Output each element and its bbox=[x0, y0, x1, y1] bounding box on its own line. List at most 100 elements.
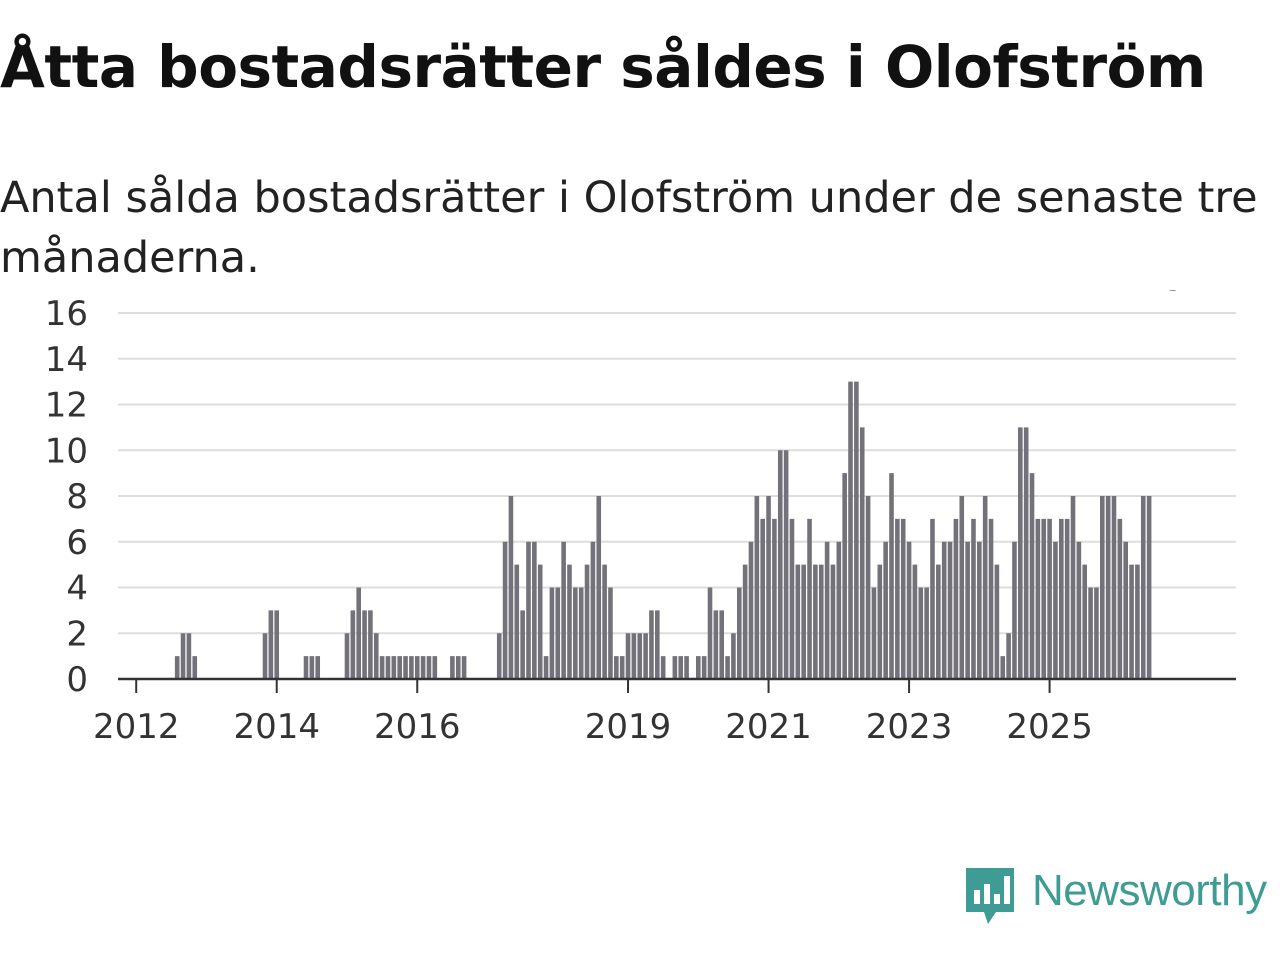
bar bbox=[1059, 518, 1064, 679]
bar bbox=[432, 656, 438, 679]
bar bbox=[344, 633, 350, 679]
bar bbox=[602, 564, 607, 679]
bar bbox=[1099, 496, 1105, 679]
y-tick-label: 8 bbox=[66, 477, 88, 517]
bar bbox=[830, 564, 836, 679]
bar bbox=[777, 450, 783, 679]
bar bbox=[859, 427, 865, 679]
newsworthy-logo-icon bbox=[966, 868, 1014, 924]
bar bbox=[818, 564, 824, 679]
y-tick-label: 16 bbox=[45, 294, 88, 334]
x-tick-label: 2014 bbox=[233, 707, 320, 747]
x-tick-label: 2021 bbox=[725, 707, 812, 747]
bar bbox=[982, 496, 988, 679]
bar bbox=[619, 656, 625, 679]
bar bbox=[409, 656, 414, 679]
bar bbox=[936, 564, 941, 679]
bar bbox=[461, 656, 467, 679]
bar bbox=[731, 633, 736, 679]
bar bbox=[649, 610, 654, 679]
bar bbox=[900, 518, 906, 679]
bar bbox=[941, 541, 947, 679]
bar bbox=[262, 633, 268, 679]
bar bbox=[373, 633, 379, 679]
bar bbox=[590, 541, 596, 679]
x-tick-label: 2023 bbox=[866, 707, 953, 747]
bar bbox=[748, 541, 754, 679]
bar bbox=[426, 656, 432, 679]
bar bbox=[713, 610, 719, 679]
bar bbox=[701, 656, 707, 679]
highlight-data-label: 8 bbox=[1162, 290, 1184, 299]
bar bbox=[813, 564, 818, 679]
bar bbox=[508, 496, 514, 679]
newsworthy-logo-text: Newsworthy bbox=[1032, 866, 1267, 915]
bar bbox=[1018, 427, 1023, 679]
bar bbox=[754, 496, 760, 679]
bar bbox=[959, 496, 965, 679]
bar bbox=[977, 541, 982, 679]
bar bbox=[725, 656, 730, 679]
bar bbox=[906, 541, 912, 679]
newsworthy-logo[interactable]: Newsworthy bbox=[964, 864, 1280, 928]
bar bbox=[584, 564, 590, 679]
bar bbox=[1140, 496, 1146, 679]
bar bbox=[537, 564, 543, 679]
bar bbox=[1129, 564, 1134, 679]
bar bbox=[573, 587, 578, 679]
bar bbox=[403, 656, 408, 679]
bar bbox=[965, 541, 970, 679]
y-tick-label: 4 bbox=[66, 569, 88, 609]
bar bbox=[760, 518, 765, 679]
x-tick-label: 2012 bbox=[93, 707, 180, 747]
bar bbox=[824, 541, 830, 679]
bar bbox=[971, 518, 976, 679]
bar bbox=[561, 541, 566, 679]
bar-chart: 0 2 4 6 8 10 12 14 16 2012 2014 2016 2019 2021 2023 202… bbox=[45, 290, 1236, 747]
bar bbox=[391, 656, 397, 679]
x-tick-label: 2025 bbox=[1006, 707, 1093, 747]
y-tick-label: 2 bbox=[66, 614, 88, 654]
bar bbox=[660, 656, 666, 679]
bar bbox=[801, 564, 806, 679]
bar bbox=[1135, 564, 1140, 679]
bar bbox=[385, 656, 391, 679]
bar bbox=[1012, 541, 1017, 679]
bar bbox=[543, 656, 549, 679]
bar bbox=[614, 656, 619, 679]
chart-title: Åtta bostadsrätter såldes i Olofström bbox=[0, 33, 1206, 101]
bar bbox=[637, 633, 643, 679]
bar bbox=[455, 656, 461, 679]
bar bbox=[1029, 473, 1035, 679]
bar bbox=[742, 564, 748, 679]
bar bbox=[1064, 518, 1070, 679]
bar bbox=[953, 518, 959, 679]
bar bbox=[549, 587, 555, 679]
bar bbox=[912, 564, 918, 679]
bar bbox=[1070, 496, 1076, 679]
y-tick-label: 12 bbox=[45, 386, 88, 426]
bar bbox=[578, 587, 584, 679]
bar bbox=[877, 564, 883, 679]
bar bbox=[836, 541, 842, 679]
bar bbox=[865, 496, 871, 679]
bar bbox=[854, 381, 859, 679]
bar bbox=[274, 610, 280, 679]
bar bbox=[420, 656, 426, 679]
bar bbox=[848, 381, 853, 679]
bar bbox=[1082, 564, 1088, 679]
bar bbox=[924, 587, 929, 679]
bar bbox=[180, 633, 186, 679]
bar bbox=[1088, 587, 1093, 679]
bar bbox=[520, 610, 525, 679]
bar bbox=[309, 656, 315, 679]
x-tick-label: 2019 bbox=[585, 707, 672, 747]
bar bbox=[315, 656, 321, 679]
chart-subtitle: Antal sålda bostadsrätter i Olofström un… bbox=[0, 173, 1258, 283]
bar bbox=[567, 564, 572, 679]
y-tick-label: 0 bbox=[66, 660, 88, 700]
bar bbox=[783, 450, 789, 679]
bar bbox=[625, 633, 631, 679]
bar bbox=[895, 518, 900, 679]
bar bbox=[362, 610, 367, 679]
